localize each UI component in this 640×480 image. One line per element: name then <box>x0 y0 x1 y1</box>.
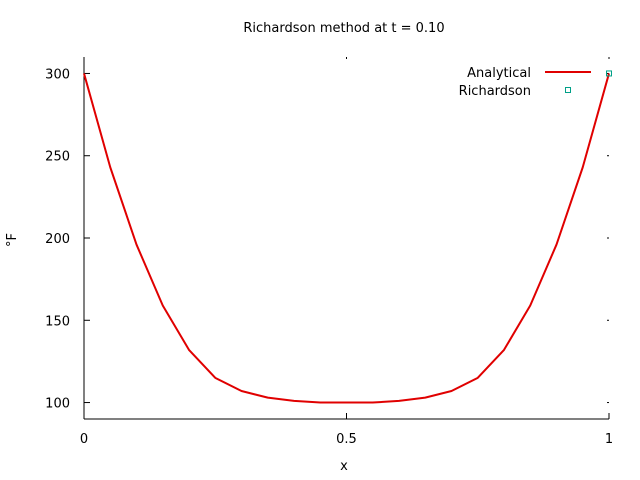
y-axis-label: °F <box>5 233 20 247</box>
legend-label-analytical: Analytical <box>467 66 531 81</box>
ticks: 100 150 200 250 300 0 0.5 1 <box>45 57 613 447</box>
series-point-richardson <box>606 70 612 77</box>
chart-title: Richardson method at t = 0.10 <box>243 21 444 36</box>
x-axis-label: x <box>340 459 348 474</box>
series-layer <box>83 70 612 404</box>
legend-swatch-richardson <box>565 87 571 93</box>
y-tick-label: 300 <box>45 67 70 82</box>
legend-label-richardson: Richardson <box>459 84 531 99</box>
x-tick-label: 0.5 <box>336 432 357 447</box>
plot-frame <box>83 57 609 420</box>
series-line-analytical <box>83 73 610 404</box>
y-tick-label: 200 <box>45 232 70 247</box>
x-tick-label: 1 <box>605 432 613 447</box>
legend: Analytical Richardson <box>459 66 591 99</box>
y-tick-label: 100 <box>45 397 70 412</box>
x-tick-label: 0 <box>80 432 88 447</box>
y-tick-label: 250 <box>45 150 70 165</box>
y-tick-label: 150 <box>45 314 70 329</box>
